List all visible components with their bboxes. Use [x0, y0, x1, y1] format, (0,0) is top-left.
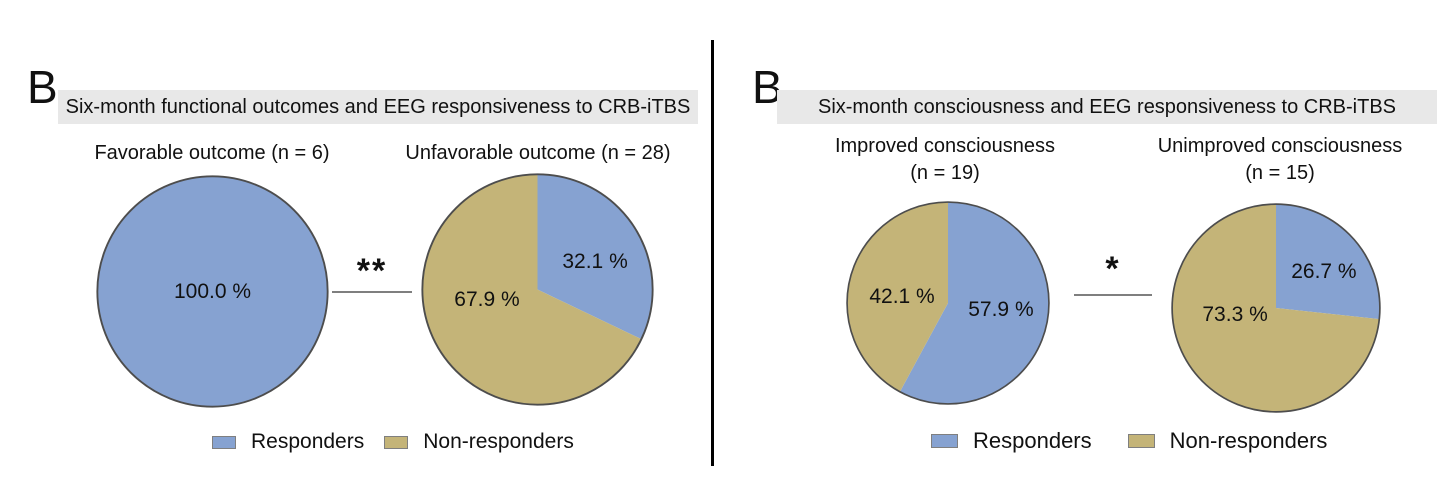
- pie-slice-responders: [537, 174, 653, 340]
- panel-header-consciousness: Six-month consciousness and EEG responsi…: [777, 90, 1437, 124]
- pie-title-unfavorable: Unfavorable outcome (n = 28): [405, 142, 671, 164]
- pie-unfavorable-outcome: 32.1 % 67.9 %: [420, 172, 655, 407]
- pie-outline: [1171, 203, 1381, 413]
- pie-title-unimproved: Unimproved consciousness: [1157, 135, 1403, 157]
- pie-outline: [421, 173, 654, 406]
- slice-label-non-responders: 73.3 %: [1202, 302, 1268, 326]
- pie-slice-responders: [97, 176, 328, 407]
- legend-swatch-responders: [212, 435, 236, 449]
- legend: Responders Non-responders: [212, 430, 574, 454]
- pie-subtitle-unimproved-n: (n = 15): [1245, 162, 1315, 184]
- pie-unimproved-consciousness: 26.7 % 73.3 %: [1170, 202, 1382, 414]
- slice-label-non-responders: 42.1 %: [869, 285, 935, 309]
- legend-label-responders: Responders: [251, 430, 365, 453]
- pie-title-improved: Improved consciousness: [834, 135, 1056, 157]
- legend-swatch-responders: [931, 434, 958, 448]
- pie-title-favorable: Favorable outcome (n = 6): [94, 142, 330, 164]
- pie-slice-responders: [1276, 204, 1380, 320]
- legend-label-responders: Responders: [973, 428, 1092, 453]
- significance-line: [332, 291, 412, 293]
- slice-label-responders: 100.0 %: [173, 279, 252, 303]
- legend-swatch-non-responders: [384, 435, 409, 449]
- legend: Responders Non-responders: [931, 428, 1327, 454]
- significance-line: [1074, 294, 1152, 296]
- pie-slice-non_responders: [1172, 204, 1380, 412]
- pie-subtitle-improved-n: (n = 19): [910, 162, 980, 184]
- pie-outline: [846, 201, 1050, 405]
- slice-label-responders: 26.7 %: [1291, 259, 1357, 283]
- pie-favorable-outcome: 100.0 %: [95, 174, 330, 409]
- legend-label-non-responders: Non-responders: [1169, 428, 1328, 453]
- slice-label-responders: 32.1 %: [562, 250, 628, 273]
- pie-slice-non_responders: [847, 202, 948, 392]
- pie-outline: [96, 175, 329, 408]
- panel-header-functional: Six-month functional outcomes and EEG re…: [58, 90, 698, 124]
- pie-slice-responders: [899, 202, 1049, 404]
- slice-label-responders: 57.9 %: [968, 298, 1034, 321]
- panel-divider: [711, 40, 714, 466]
- significance-marker: *: [1105, 250, 1121, 288]
- legend-swatch-non-responders: [1127, 434, 1155, 448]
- pie-improved-consciousness: 57.9 % 42.1 %: [845, 200, 1051, 406]
- slice-label-non-responders: 67.9 %: [454, 288, 520, 312]
- panel-letter: B: [27, 61, 58, 113]
- legend-label-non-responders: Non-responders: [423, 430, 574, 453]
- pie-slice-non_responders: [422, 174, 642, 405]
- significance-marker: **: [356, 252, 388, 290]
